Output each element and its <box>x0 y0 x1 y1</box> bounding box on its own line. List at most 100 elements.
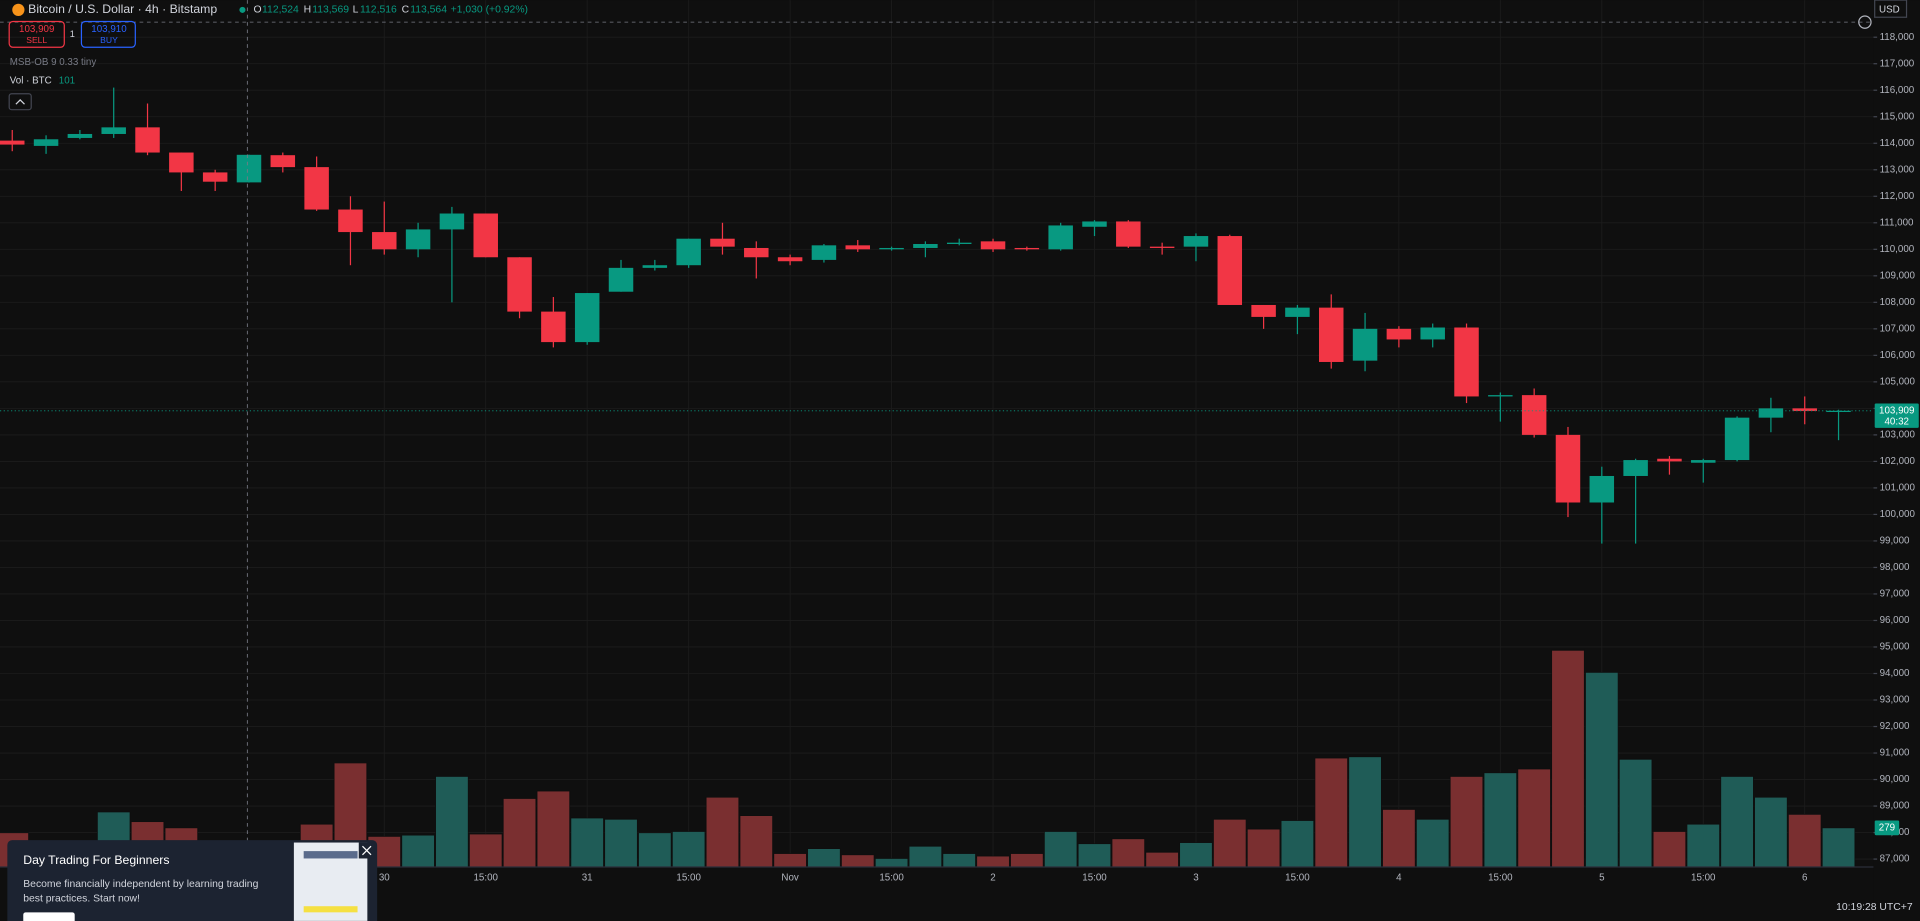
y-tick-label: 93,000 <box>1880 695 1910 706</box>
ad-button[interactable] <box>23 912 75 921</box>
candle-body <box>1116 221 1141 247</box>
y-tick-label: 91,000 <box>1880 748 1910 759</box>
candle-body <box>541 311 566 343</box>
y-tick-label: 118,000 <box>1880 32 1915 43</box>
candle-body <box>338 209 363 233</box>
candle-body <box>405 229 431 250</box>
sell-label[interactable]: SELL <box>26 35 47 45</box>
candle-body <box>372 232 397 250</box>
y-tick-label: 98,000 <box>1880 562 1910 573</box>
candle-body <box>574 293 600 343</box>
volume-bar <box>976 855 1010 868</box>
sell-price[interactable]: 103,909 <box>19 24 54 35</box>
candle-body <box>1251 304 1276 317</box>
buy-price[interactable]: 103,910 <box>91 24 127 35</box>
y-tick-label: 94,000 <box>1880 668 1910 679</box>
clock: 10:19:28 UTC+7 <box>1836 902 1913 913</box>
volume-bar <box>773 853 807 868</box>
volume-bar <box>502 798 537 868</box>
sell-button[interactable] <box>8 20 65 48</box>
y-tick-label: 90,000 <box>1880 774 1910 785</box>
volume-bar <box>1416 818 1450 868</box>
volume-bar <box>1686 823 1720 868</box>
candle-body <box>0 140 25 145</box>
y-tick-label: 112,000 <box>1880 191 1915 202</box>
add-alert[interactable] <box>1858 15 1872 29</box>
candle-body <box>744 247 769 258</box>
buy-label[interactable]: BUY <box>100 35 118 45</box>
candle-body <box>1014 247 1040 250</box>
legend-change: +1,030 (+0.92%) <box>451 5 528 16</box>
candle-body <box>1420 327 1445 340</box>
volume-bar <box>1788 814 1822 868</box>
axis-group: 87,00088,00089,00090,00091,00092,00093,0… <box>379 32 1919 884</box>
ad-card <box>7 840 378 921</box>
volume-bar <box>1382 809 1416 868</box>
candle-body <box>1217 236 1243 305</box>
candle-body <box>1657 458 1682 462</box>
volume-bar <box>536 790 571 868</box>
ad-text-1: Become financially independent by learni… <box>23 879 258 890</box>
candle-body <box>1589 475 1615 503</box>
y-tick-label: 109,000 <box>1880 270 1916 281</box>
candle-body <box>879 247 904 250</box>
legend-c: 113,564 <box>410 5 447 16</box>
candle-body <box>710 238 735 247</box>
x-tick-label: 30 <box>379 873 390 884</box>
volume-bar <box>671 831 706 868</box>
collapse-button[interactable] <box>8 93 32 111</box>
candle-body <box>642 265 668 268</box>
volume-bar <box>1449 776 1484 868</box>
legend-l-label: L <box>353 5 359 16</box>
candle-body <box>1318 307 1344 362</box>
x-tick-label: 6 <box>1802 873 1808 884</box>
candle-body <box>270 155 296 168</box>
candle-body <box>1149 246 1175 248</box>
volume-bar <box>638 832 672 868</box>
volume-bar <box>1517 768 1551 868</box>
y-tick-label: 105,000 <box>1880 376 1916 387</box>
candle-body <box>845 245 870 250</box>
volume-bar <box>1585 672 1619 868</box>
volume-bar <box>1280 820 1315 868</box>
volume-bar <box>874 858 909 868</box>
x-tick-label: 2 <box>990 873 995 884</box>
volume-bar <box>1652 831 1687 868</box>
ad-popup: Day Trading For Beginners Become financi… <box>7 840 378 921</box>
volume-bar <box>1483 772 1518 868</box>
currency[interactable]: USD <box>1879 4 1900 15</box>
candle-body <box>913 244 938 248</box>
y-tick-label: 95,000 <box>1880 642 1910 653</box>
x-tick-label: 15:00 <box>1691 873 1716 884</box>
y-tick-label: 100,000 <box>1880 509 1916 520</box>
last-volume-label: 279 <box>1879 822 1895 833</box>
volume-bar <box>942 853 976 868</box>
candle-body <box>980 241 1006 250</box>
market-status <box>239 6 246 13</box>
currency-box[interactable] <box>1874 0 1908 18</box>
ad-title[interactable]: Day Trading For Beginners <box>23 853 169 867</box>
candle-body <box>169 152 194 173</box>
legend-h-label: H <box>304 5 312 16</box>
coin-icon <box>12 3 25 17</box>
candle-body <box>1082 221 1107 227</box>
last-volume-box <box>1874 820 1900 836</box>
y-tick-label: 115,000 <box>1880 111 1915 122</box>
candle-body <box>946 242 972 245</box>
candle-body <box>1183 236 1209 247</box>
ad-image-band <box>303 906 358 913</box>
volume-bar <box>1720 776 1754 868</box>
candle-body <box>101 127 126 134</box>
volume-bar <box>1821 827 1856 868</box>
y-tick-label: 111,000 <box>1880 217 1914 228</box>
candle-body <box>1352 328 1378 361</box>
candle-body <box>1454 327 1479 397</box>
candle-body <box>1758 408 1784 418</box>
symbol-title: Bitcoin / U.S. Dollar · 4h · Bitstamp <box>28 2 217 16</box>
candle-body <box>1488 395 1513 397</box>
legend-l: 112,516 <box>360 5 397 16</box>
volume-legend: Vol · BTC <box>10 76 52 87</box>
candle-body <box>473 213 498 258</box>
buy-button[interactable] <box>80 20 136 48</box>
